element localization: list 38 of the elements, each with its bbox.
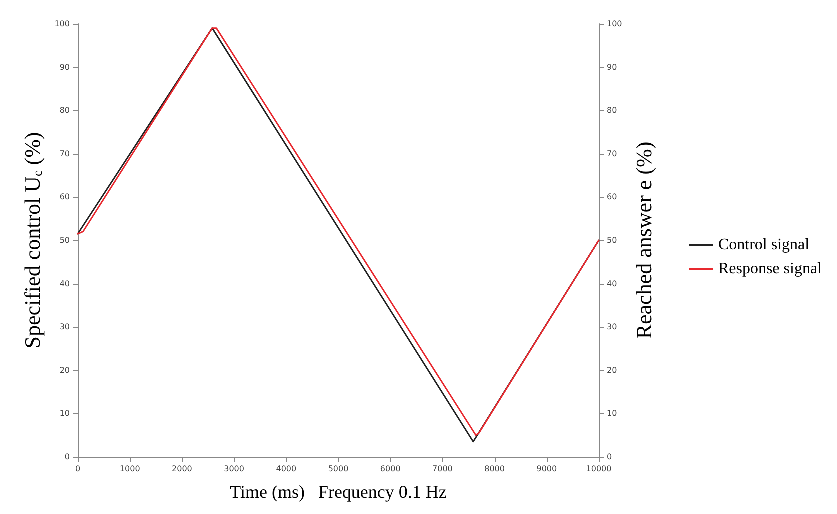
y2-axis-title: Reached answer e (%): [632, 142, 657, 340]
y-axis-title: Specified control Uc (%): [20, 132, 45, 349]
legend-label: Control signal: [718, 236, 810, 254]
y-tick-label: 40: [60, 279, 70, 288]
y2-tick-label: 70: [607, 149, 618, 158]
x-tick-label: 8000: [484, 464, 505, 474]
x-tick-label: 7000: [432, 464, 453, 474]
y-tick-label: 60: [60, 192, 70, 202]
y2-tick-label: 0: [607, 452, 612, 462]
y-tick-label: 100: [54, 20, 70, 28]
x-tick-label: 10000: [586, 464, 612, 474]
y-tick-label: 50: [60, 236, 70, 245]
x-tick-label: 1000: [120, 464, 140, 474]
y2-tick-label: 10: [607, 409, 618, 418]
x-tick-label: 6000: [380, 464, 401, 474]
x-tick-label: 2000: [172, 464, 192, 474]
y2-tick-label: 100: [607, 20, 622, 28]
y-tick-label: 10: [60, 409, 70, 418]
x-tick-label: 9000: [536, 464, 558, 474]
x-tick-label: 3000: [224, 464, 244, 474]
y-tick-label: 20: [60, 366, 70, 375]
x-tick-label: 4000: [276, 464, 297, 474]
y-tick-label: 70: [60, 149, 70, 158]
y2-tick-label: 50: [607, 236, 618, 245]
y2-tick-label: 30: [607, 322, 618, 332]
legend-label: Response signal: [718, 260, 823, 278]
y2-tick-label: 40: [607, 279, 618, 288]
y-tick-label: 0: [64, 452, 70, 462]
y-tick-label: 90: [60, 62, 70, 72]
y2-tick-label: 90: [607, 62, 618, 72]
x-tick-label: 0: [75, 464, 81, 474]
y-tick-label: 80: [60, 106, 70, 116]
x-tick-label: 5000: [328, 464, 349, 474]
y2-tick-label: 80: [607, 106, 618, 116]
y2-tick-label: 60: [607, 192, 618, 202]
x-axis-title: Time (ms) Frequency 0.1 Hz: [230, 482, 447, 502]
y-tick-label: 30: [60, 322, 70, 332]
y2-tick-label: 20: [607, 366, 618, 375]
